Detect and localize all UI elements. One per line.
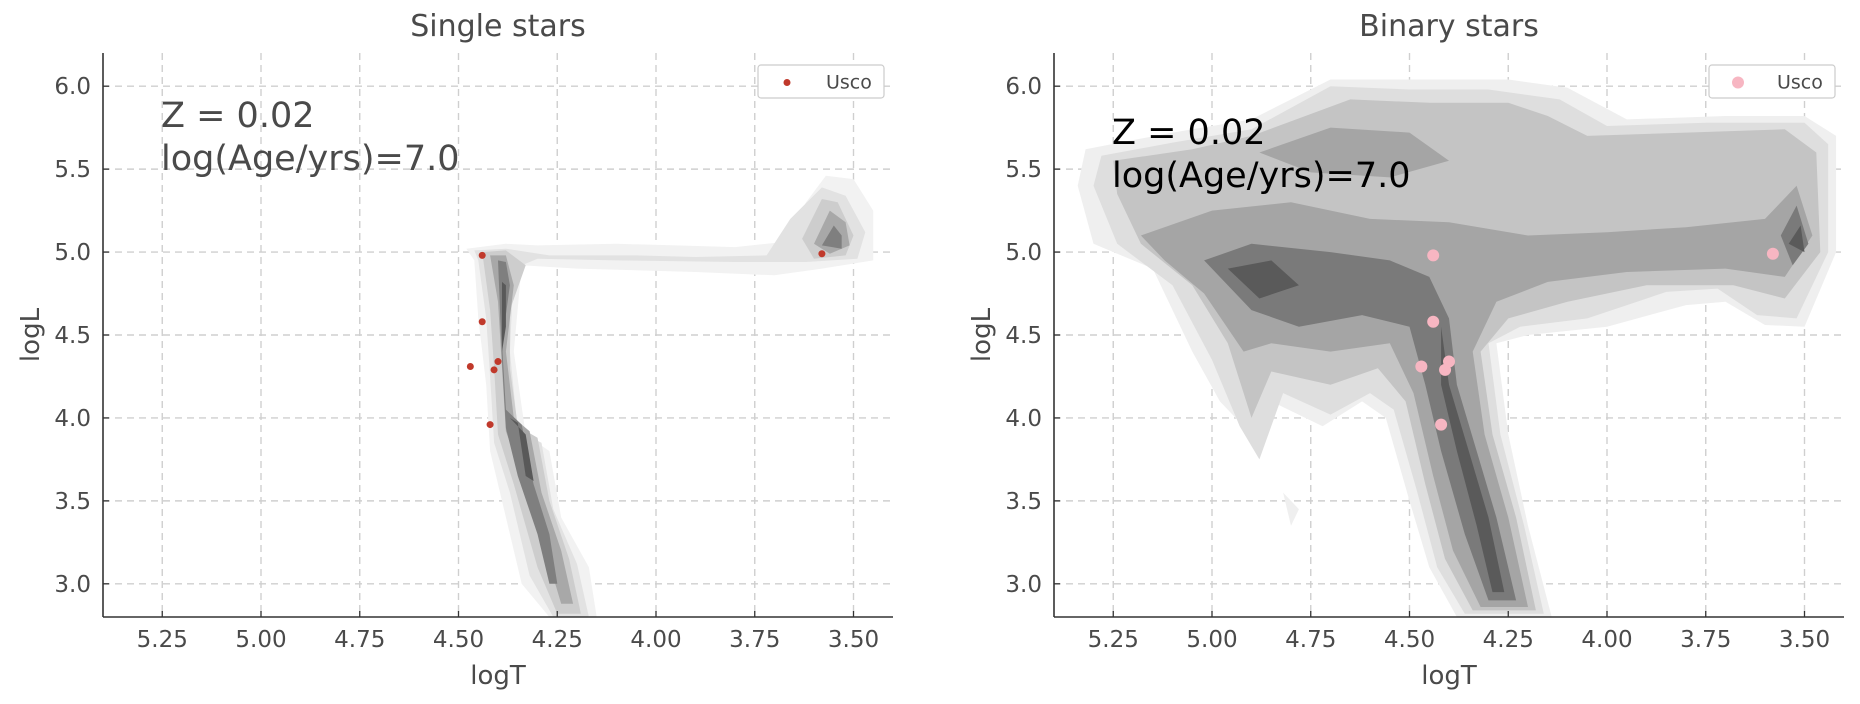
y-tick-label: 5.5 <box>54 157 91 183</box>
data-point <box>1427 249 1440 262</box>
contour-level-6 <box>1441 326 1505 593</box>
x-tick-label: 4.75 <box>334 627 385 653</box>
x-tick-label: 4.75 <box>1285 627 1336 653</box>
y-tick-label: 4.0 <box>1005 406 1042 432</box>
contour-level-4 <box>1259 127 1449 178</box>
chart-title: Binary stars <box>1359 9 1539 44</box>
y-tick-label: 3.0 <box>1005 572 1042 598</box>
y-tick-label: 3.0 <box>54 572 91 598</box>
panel-binary-stars: 5.25 5.00 4.75 4.50 4.25 4.00 3.75 3.50 3.0 3.5 4.… <box>967 9 1844 691</box>
legend-label: Usco <box>826 72 872 94</box>
data-point <box>1427 315 1440 328</box>
data-point <box>466 363 474 371</box>
y-tick-label: 6.0 <box>1005 74 1042 100</box>
y-tick-label: 5.5 <box>1005 157 1042 183</box>
legend-marker <box>1732 76 1744 89</box>
legend: Usco <box>1708 64 1836 99</box>
x-tick-label: 3.75 <box>729 627 780 653</box>
data-point <box>1435 418 1448 431</box>
chart-title: Single stars <box>410 9 586 44</box>
series-usco <box>1415 247 1779 431</box>
panel-single-stars: 5.25 5.00 4.75 4.50 4.25 4.00 3.75 3.50 3.0 3.5 4.… <box>16 9 893 691</box>
y-tick-label: 6.0 <box>54 74 91 100</box>
legend-label: Usco <box>1777 72 1823 94</box>
data-point <box>490 366 498 374</box>
x-tick-label: 5.00 <box>235 627 286 653</box>
annotation-age: log(Age/yrs)=7.0 <box>161 139 459 179</box>
y-tick-label: 5.0 <box>54 240 91 266</box>
y-tick-label: 4.0 <box>54 406 91 432</box>
data-point <box>478 251 486 259</box>
contour-level-5 <box>1204 243 1517 601</box>
x-tick-label: 5.25 <box>1088 627 1139 653</box>
y-tick-label: 3.5 <box>54 489 91 515</box>
contour-level-5 <box>821 225 842 249</box>
x-tick-label: 4.50 <box>433 627 484 653</box>
x-tick-label: 4.00 <box>1581 627 1632 653</box>
annotation-metallicity: Z = 0.02 <box>1112 113 1265 153</box>
data-point <box>478 318 486 326</box>
data-point <box>818 250 826 258</box>
y-tick-label: 3.5 <box>1005 489 1042 515</box>
x-axis-label: logT <box>1421 661 1477 691</box>
data-point <box>494 358 502 366</box>
contour-level-6 <box>1788 225 1805 253</box>
x-tick-label: 4.50 <box>1384 627 1435 653</box>
x-tick-label: 5.25 <box>137 627 188 653</box>
data-point <box>1766 247 1779 260</box>
x-tick-label: 4.25 <box>532 627 583 653</box>
data-point <box>1415 360 1428 373</box>
y-tick-label: 4.5 <box>54 323 91 349</box>
legend-marker <box>783 79 791 86</box>
annotation-metallicity: Z = 0.02 <box>161 96 314 136</box>
contour-level-1 <box>1283 492 1299 526</box>
contour-level-6 <box>502 281 506 352</box>
contour-level-6 <box>509 417 534 481</box>
x-tick-label: 4.00 <box>630 627 681 653</box>
y-tick-label: 5.0 <box>1005 240 1042 266</box>
density-contours <box>466 175 874 617</box>
data-point <box>1439 363 1452 376</box>
y-tick-label: 4.5 <box>1005 323 1042 349</box>
x-tick-label: 3.75 <box>1680 627 1731 653</box>
density-contours <box>1077 79 1837 617</box>
x-tick-label: 3.50 <box>1779 627 1830 653</box>
series-usco <box>466 250 826 429</box>
legend-box <box>1708 64 1836 99</box>
y-axis-label: logL <box>16 307 46 362</box>
data-point <box>486 421 494 429</box>
annotation-age: log(Age/yrs)=7.0 <box>1112 156 1410 196</box>
legend-box <box>757 64 885 99</box>
contour-level-6 <box>1227 260 1299 299</box>
x-tick-label: 3.50 <box>828 627 879 653</box>
y-axis-label: logL <box>967 307 997 362</box>
x-axis-label: logT <box>470 661 526 691</box>
x-tick-label: 4.25 <box>1483 627 1534 653</box>
x-tick-label: 5.00 <box>1186 627 1237 653</box>
legend: Usco <box>757 64 885 99</box>
